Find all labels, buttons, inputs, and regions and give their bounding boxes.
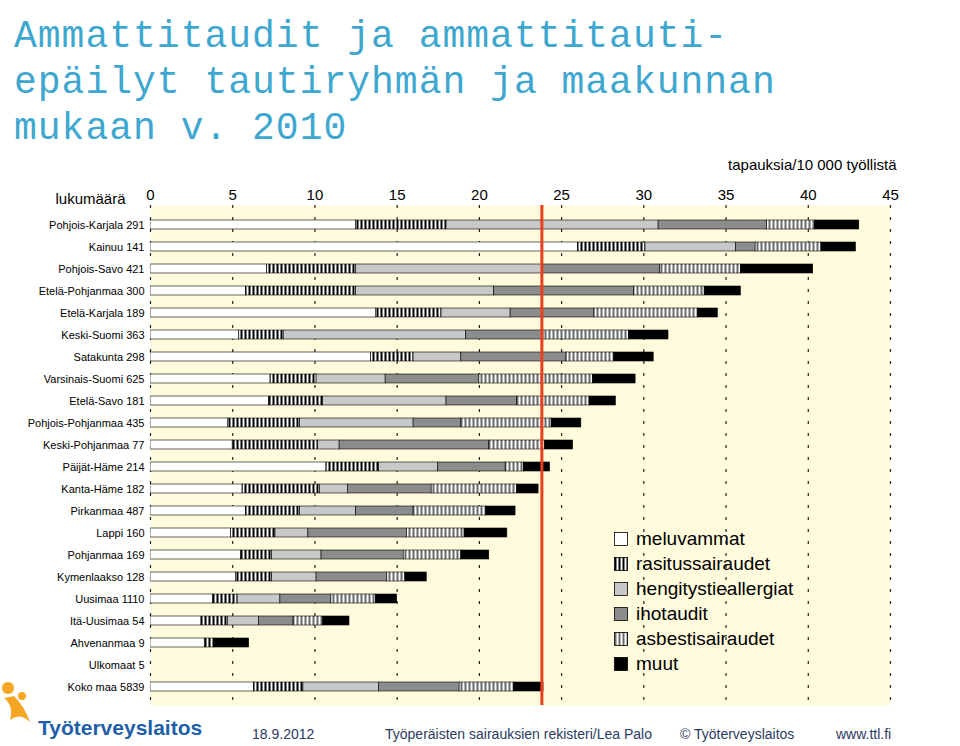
svg-text:40: 40 bbox=[800, 186, 817, 203]
svg-text:10: 10 bbox=[307, 186, 324, 203]
html-text:muut: muut bbox=[636, 652, 679, 674]
svg-text:Ahvenanmaa 9: Ahvenanmaa 9 bbox=[71, 637, 145, 649]
html-text:hengitystieallergiat: hengitystieallergiat bbox=[636, 577, 794, 599]
html-text:meluvammat: meluvammat bbox=[636, 527, 745, 549]
svg-text:Lappi 160: Lappi 160 bbox=[96, 527, 144, 539]
svg-text:0: 0 bbox=[146, 186, 154, 203]
svg-text:Itä-Uusimaa 54: Itä-Uusimaa 54 bbox=[70, 615, 145, 627]
svg-text:Uusimaa 1110: Uusimaa 1110 bbox=[75, 593, 144, 605]
svg-text:tapauksia/10 000 työllistä: tapauksia/10 000 työllistä bbox=[728, 156, 897, 173]
svg-text:Satakunta 298: Satakunta 298 bbox=[74, 351, 145, 363]
html-text:www.ttl.fi: www.ttl.fi bbox=[836, 726, 892, 742]
svg-text:Pohjois-Pohjanmaa 435: Pohjois-Pohjanmaa 435 bbox=[28, 417, 145, 429]
svg-text:Pirkanmaa 487: Pirkanmaa 487 bbox=[71, 505, 145, 517]
html-text:rasitussairaudet: rasitussairaudet bbox=[636, 552, 771, 574]
svg-text:Keski-Suomi 363: Keski-Suomi 363 bbox=[61, 329, 144, 341]
svg-text:Ulkomaat 5: Ulkomaat 5 bbox=[89, 659, 145, 671]
html-text:Työperäisten sairauksien rekis: Työperäisten sairauksien rekisteri/Lea P… bbox=[385, 726, 652, 742]
html-text:Ammattitaudit ja ammattitauti-: Ammattitaudit ja ammattitauti-epäilyt ta… bbox=[14, 15, 776, 150]
svg-text:Keski-Pohjanmaa 77: Keski-Pohjanmaa 77 bbox=[43, 439, 145, 451]
svg-text:Kanta-Häme 182: Kanta-Häme 182 bbox=[61, 483, 144, 495]
svg-text:Pohjanmaa 169: Pohjanmaa 169 bbox=[67, 549, 144, 561]
svg-text:Pohjois-Savo 421: Pohjois-Savo 421 bbox=[58, 263, 144, 275]
svg-text:Kainuu 141: Kainuu 141 bbox=[89, 241, 145, 253]
svg-text:Etelä-Savo 181: Etelä-Savo 181 bbox=[69, 395, 144, 407]
html-text:asbestisairaudet: asbestisairaudet bbox=[636, 627, 775, 649]
html-text:Työterveyslaitos: Työterveyslaitos bbox=[38, 716, 203, 739]
svg-text:15: 15 bbox=[389, 186, 406, 203]
svg-text:5: 5 bbox=[229, 186, 237, 203]
html-text:18.9.2012: 18.9.2012 bbox=[252, 726, 315, 742]
html-text:ihotaudit: ihotaudit bbox=[636, 602, 708, 624]
svg-text:Varsinais-Suomi 625: Varsinais-Suomi 625 bbox=[44, 373, 145, 385]
svg-text:20: 20 bbox=[471, 186, 488, 203]
svg-text:Etelä-Pohjanmaa 300: Etelä-Pohjanmaa 300 bbox=[39, 285, 145, 297]
svg-text:Kymenlaakso 128: Kymenlaakso 128 bbox=[57, 571, 144, 583]
svg-text:Etelä-Karjala 189: Etelä-Karjala 189 bbox=[60, 307, 144, 319]
svg-text:30: 30 bbox=[635, 186, 652, 203]
svg-text:lukumäärä: lukumäärä bbox=[56, 190, 127, 207]
svg-text:Päijät-Häme 214: Päijät-Häme 214 bbox=[63, 461, 145, 473]
svg-text:45: 45 bbox=[882, 186, 899, 203]
html-text:© Työterveyslaitos: © Työterveyslaitos bbox=[680, 726, 795, 742]
svg-text:Pohjois-Karjala 291: Pohjois-Karjala 291 bbox=[49, 219, 144, 231]
svg-text:Koko maa 5839: Koko maa 5839 bbox=[67, 681, 144, 693]
svg-text:25: 25 bbox=[553, 186, 570, 203]
svg-text:35: 35 bbox=[718, 186, 735, 203]
